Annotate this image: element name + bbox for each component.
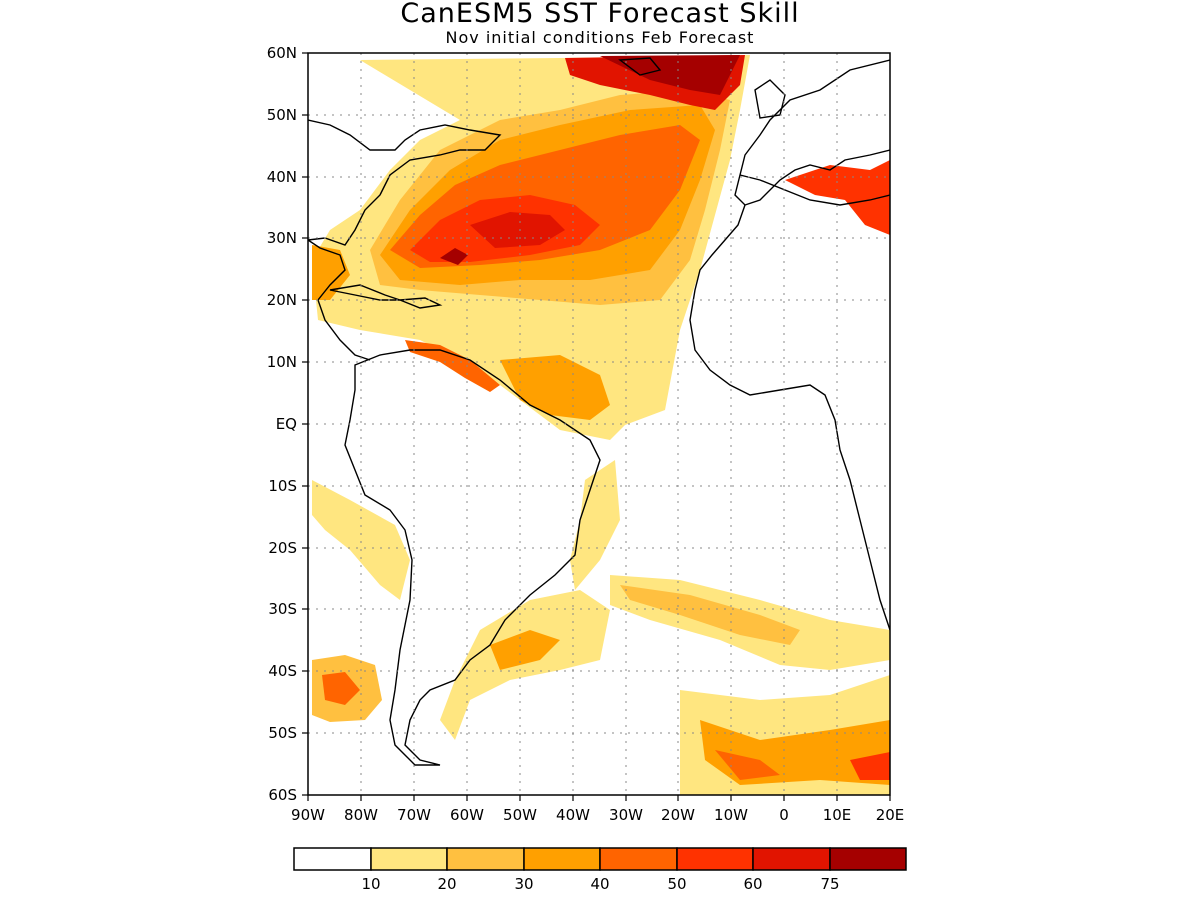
colorbar-label: 40 (590, 875, 609, 893)
lat-label: 20S (268, 539, 297, 557)
lat-label: 40N (267, 168, 297, 186)
lon-label: 60W (450, 806, 484, 824)
lat-label: 60N (267, 44, 297, 62)
colorbar-swatch (676, 847, 754, 871)
mediterranean-coast (739, 174, 890, 206)
lon-label: 10E (823, 806, 852, 824)
gridlines (308, 53, 890, 795)
lat-label: 60S (268, 786, 297, 804)
chart-title: CanESM5 SST Forecast Skill (400, 0, 800, 29)
lat-label: 20N (267, 291, 297, 309)
skill-region-south-atlantic-band-20 (620, 585, 800, 645)
lat-label: 50N (267, 106, 297, 124)
colorbar-swatch (293, 847, 372, 871)
gulf-coast (308, 239, 371, 361)
colorbar-label: 10 (361, 875, 380, 893)
lat-label: 10N (267, 353, 297, 371)
skill-region-caribbean (405, 340, 500, 392)
south-america-coast (344, 349, 601, 766)
coastlines (308, 57, 890, 766)
iceland (618, 57, 662, 76)
lat-label: 30S (268, 600, 297, 618)
colorbar-label: 60 (743, 875, 762, 893)
lon-label: 20W (661, 806, 695, 824)
north-america-coast (308, 119, 502, 246)
colorbar-swatch (370, 847, 448, 871)
lat-label: 30N (267, 229, 297, 247)
colorbar-swatch (752, 847, 831, 871)
lon-label: 90W (291, 806, 325, 824)
lat-label: EQ (276, 415, 297, 433)
hispaniola (399, 297, 443, 309)
skill-field (312, 55, 890, 795)
lon-labels: 90W 80W 70W 60W 50W 40W 30W 20W 10W 0 10… (291, 806, 904, 824)
lon-label: 30W (609, 806, 643, 824)
chart-subtitle: Nov initial conditions Feb Forecast (445, 28, 755, 47)
lat-label: 40S (268, 662, 297, 680)
skill-region-se-pacific (312, 480, 410, 600)
colorbar-swatch (446, 847, 525, 871)
colorbar-label: 20 (437, 875, 456, 893)
lon-label: 20E (876, 806, 905, 824)
colorbar-swatch (829, 847, 907, 871)
lon-label: 80W (344, 806, 378, 824)
europe-africa-coast (734, 59, 890, 206)
lon-label: 70W (397, 806, 431, 824)
skill-region-argentine-basin-30 (490, 630, 560, 670)
skill-region-north-atlantic-60 (470, 212, 565, 248)
lon-label: 10W (714, 806, 748, 824)
skill-region-brazil-current (570, 460, 620, 590)
lat-label: 50S (268, 724, 297, 742)
lat-labels: 60N 50N 40N 30N 20N 10N EQ 10S 20S 30S 4… (267, 44, 297, 804)
colorbar (293, 847, 907, 871)
skill-region-argentine-basin (440, 590, 610, 740)
british-isles (754, 79, 786, 119)
colorbar-swatch (523, 847, 601, 871)
lat-label: 10S (268, 477, 297, 495)
lon-label: 40W (556, 806, 590, 824)
lon-label: 50W (503, 806, 537, 824)
skill-region-se-pacific-south-40 (322, 672, 360, 705)
axis-ticks (302, 52, 891, 801)
africa-coast (689, 204, 890, 631)
lon-label: 0 (779, 806, 789, 824)
colorbar-labels: 10 20 30 40 50 60 75 (361, 875, 839, 893)
skill-region-gulf (312, 245, 350, 300)
skill-region-north-atlantic-75 (440, 248, 468, 265)
colorbar-label: 50 (667, 875, 686, 893)
skill-region-nordic-seas-75 (600, 55, 740, 95)
colorbar-swatch (599, 847, 678, 871)
colorbar-label: 75 (820, 875, 839, 893)
colorbar-label: 30 (514, 875, 533, 893)
skill-region-southern-ocean-east (850, 752, 890, 780)
